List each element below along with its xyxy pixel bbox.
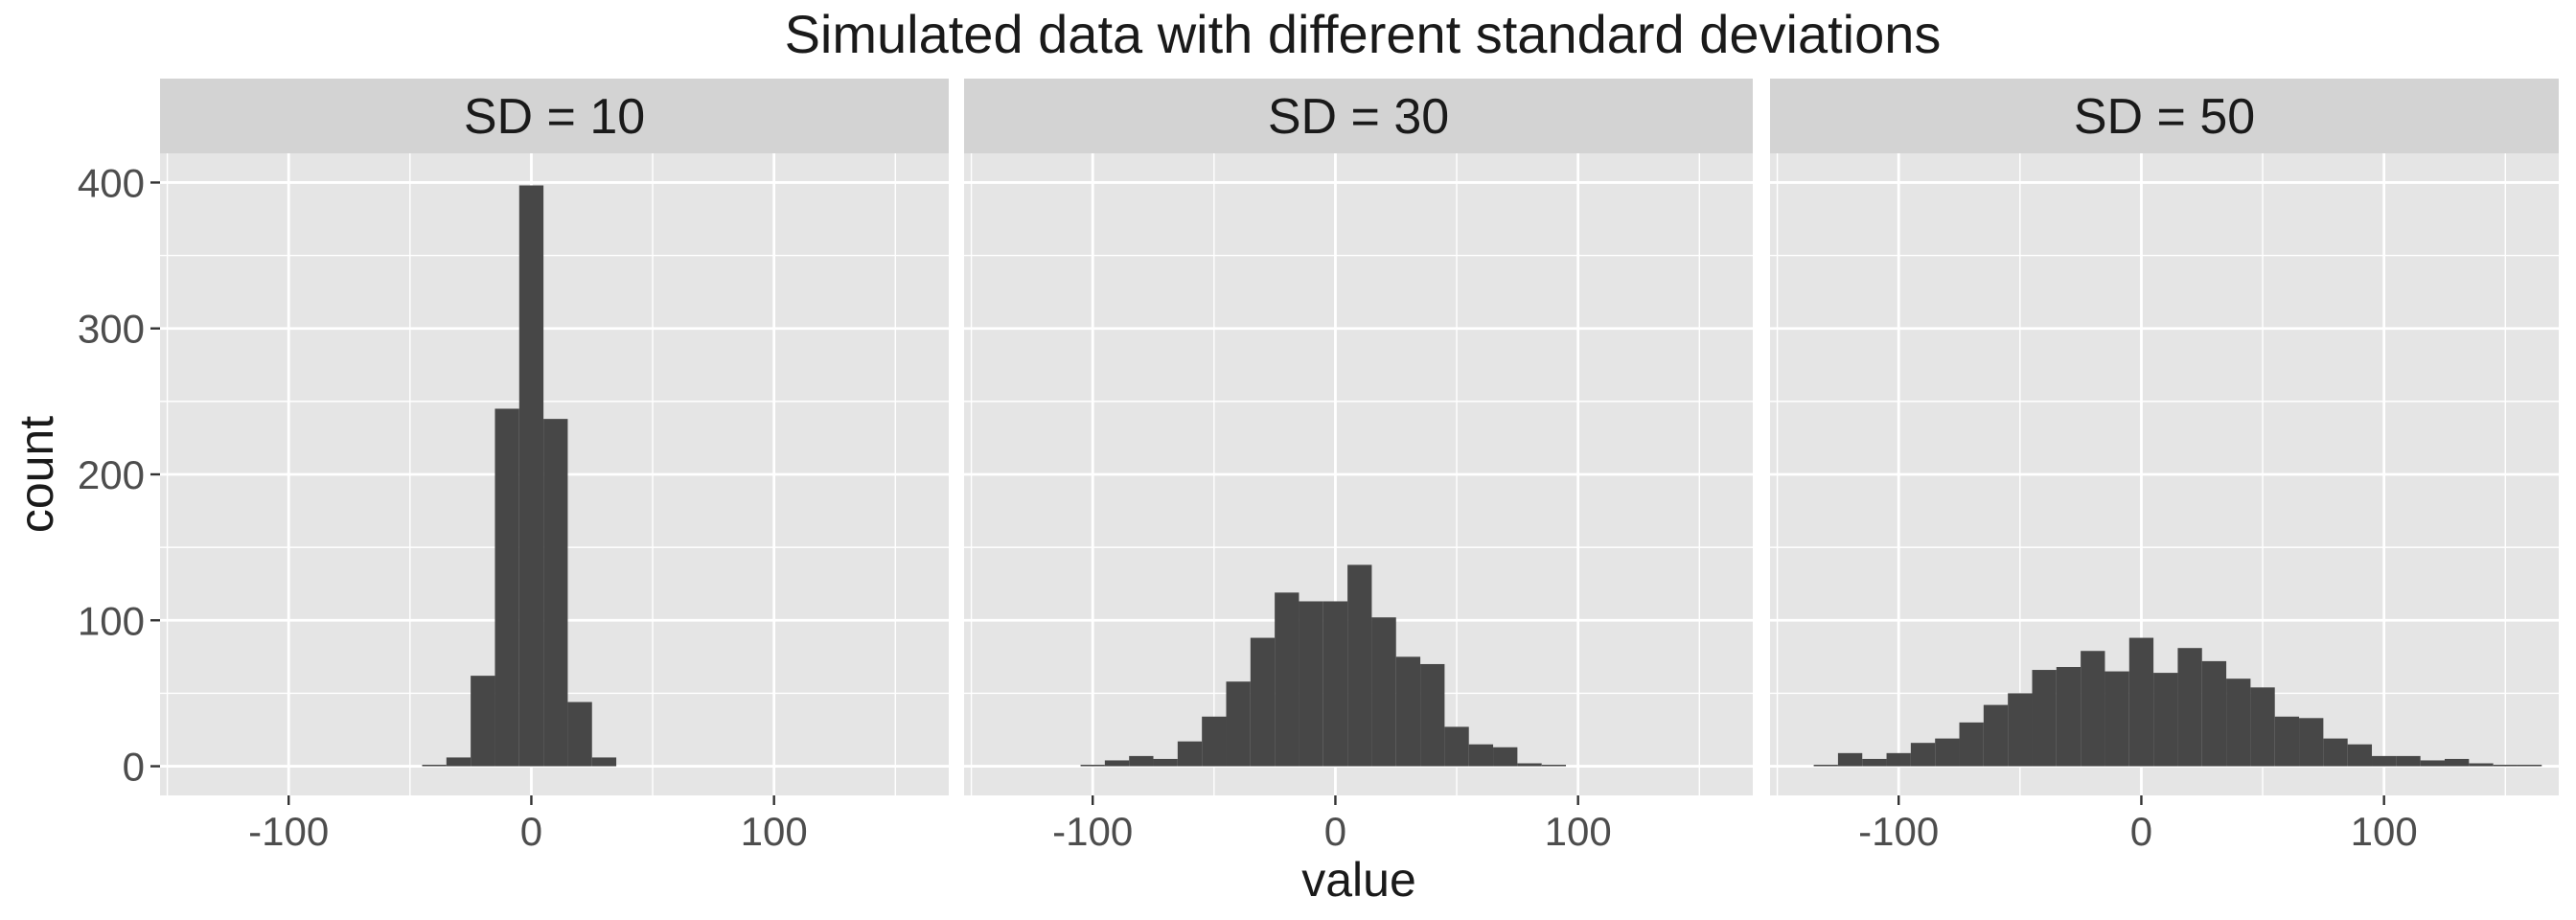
histogram-bar xyxy=(2274,716,2300,767)
x-tick-label: 100 xyxy=(741,809,808,854)
histogram-bar xyxy=(591,757,617,767)
x-tick-label: 0 xyxy=(1324,809,1346,854)
histogram-bar xyxy=(1517,763,1542,767)
facet-strip-label: SD = 10 xyxy=(464,89,645,145)
histogram-bar xyxy=(1395,656,1421,767)
x-tick-label: -100 xyxy=(1858,809,1939,854)
histogram-bar xyxy=(2008,693,2033,767)
histogram-bar xyxy=(1202,716,1227,767)
gridlines xyxy=(1770,153,2559,795)
histogram-bar xyxy=(2372,755,2397,767)
histogram-bar xyxy=(1104,760,1130,767)
histogram-bars xyxy=(1813,637,2542,767)
histogram-bar xyxy=(1080,765,1105,767)
histogram-bar xyxy=(2201,660,2227,767)
x-tick-label: -100 xyxy=(248,809,329,854)
histogram-bar xyxy=(1910,743,1936,767)
facet-strip-background xyxy=(964,79,1753,153)
x-axis-panel-1: -100 0 100 xyxy=(248,795,808,854)
y-tick-label: 100 xyxy=(78,598,145,643)
y-axis-title: count xyxy=(10,416,63,533)
histogram-bar xyxy=(1347,564,1372,767)
histogram-bar xyxy=(1177,741,1203,767)
histogram-bar xyxy=(1226,681,1251,767)
histogram-bar xyxy=(2226,678,2251,767)
histogram-bar xyxy=(2469,763,2494,767)
x-tick-label: -100 xyxy=(1052,809,1133,854)
histogram-bar xyxy=(2056,667,2082,767)
facet-panel-3: SD = 50 -100 0 100 xyxy=(1770,79,2559,854)
facet-strip-label: SD = 50 xyxy=(2074,89,2255,145)
histogram-bar xyxy=(1837,752,1863,767)
histogram-bar xyxy=(1862,758,1887,767)
histogram-bar xyxy=(1886,752,1911,767)
histogram-bar xyxy=(494,408,519,767)
histogram-bar xyxy=(2081,651,2105,767)
histogram-bar xyxy=(1250,637,1276,767)
histogram-bar xyxy=(1275,592,1300,767)
histogram-bars xyxy=(422,185,617,767)
histogram-bar xyxy=(518,185,544,767)
histogram-bar xyxy=(2299,718,2324,767)
histogram-bar xyxy=(422,765,447,767)
histogram-bar xyxy=(1420,663,1445,767)
histogram-bar xyxy=(1983,704,2009,767)
y-tick-label: 0 xyxy=(123,745,145,790)
histogram-bar xyxy=(1541,765,1567,767)
histogram-bar xyxy=(2177,648,2202,767)
y-tick-label: 300 xyxy=(78,307,145,352)
histogram-bar xyxy=(1153,758,1178,767)
histogram-bar xyxy=(471,676,495,767)
histogram-bar xyxy=(1959,722,1984,767)
histogram-bar xyxy=(1468,744,1494,767)
facet-panel-2: SD = 30 -100 0 100 xyxy=(964,79,1753,854)
histogram-bar xyxy=(446,757,472,767)
histogram-bar xyxy=(2517,765,2542,767)
histogram-bar xyxy=(1444,726,1469,767)
histogram-bar xyxy=(2153,673,2178,767)
x-tick-label: 0 xyxy=(520,809,542,854)
histogram-bar xyxy=(567,702,592,767)
x-axis-panel-2: -100 0 100 xyxy=(1052,795,1612,854)
histogram-bar xyxy=(2032,670,2057,767)
histogram-bar xyxy=(2493,765,2518,767)
panels-layer: SD = 10 -100 0 100 SD = 30 -100 0 100 SD = 50 -10… xyxy=(160,79,2559,854)
histogram-bar xyxy=(1371,617,1396,767)
y-tick-label: 400 xyxy=(78,160,145,205)
facet-panel-1: SD = 10 -100 0 100 xyxy=(160,79,949,854)
histogram-bar xyxy=(2347,744,2373,767)
histogram-bar xyxy=(2444,758,2470,767)
histogram-bar xyxy=(1813,765,1838,767)
x-axis-panel-3: -100 0 100 xyxy=(1858,795,2418,854)
facet-strip-background xyxy=(160,79,949,153)
histogram-bar xyxy=(2128,637,2154,767)
chart-title: Simulated data with different standard d… xyxy=(785,4,1942,64)
histogram-bar xyxy=(1935,738,1960,767)
x-tick-label: 0 xyxy=(2130,809,2152,854)
x-tick-label: 100 xyxy=(2351,809,2418,854)
histogram-bar xyxy=(1129,755,1154,767)
histogram-bar xyxy=(1493,747,1518,767)
histogram-bar xyxy=(2420,760,2445,767)
x-axis-title: value xyxy=(1301,853,1416,907)
histogram-bar xyxy=(1299,601,1323,767)
histogram-bars xyxy=(1080,564,1567,767)
y-tick-label: 200 xyxy=(78,452,145,497)
histogram-bar xyxy=(543,419,568,767)
histogram-bar xyxy=(2323,738,2348,767)
histogram-bar xyxy=(2250,687,2275,767)
histogram-bar xyxy=(1322,601,1348,767)
facet-strip-background xyxy=(1770,79,2559,153)
histogram-bar xyxy=(2396,755,2421,767)
y-axis: 0 100 200 300 400 xyxy=(78,160,160,790)
histogram-bar xyxy=(2104,671,2129,767)
facet-strip-label: SD = 30 xyxy=(1268,89,1449,145)
x-tick-label: 100 xyxy=(1545,809,1612,854)
